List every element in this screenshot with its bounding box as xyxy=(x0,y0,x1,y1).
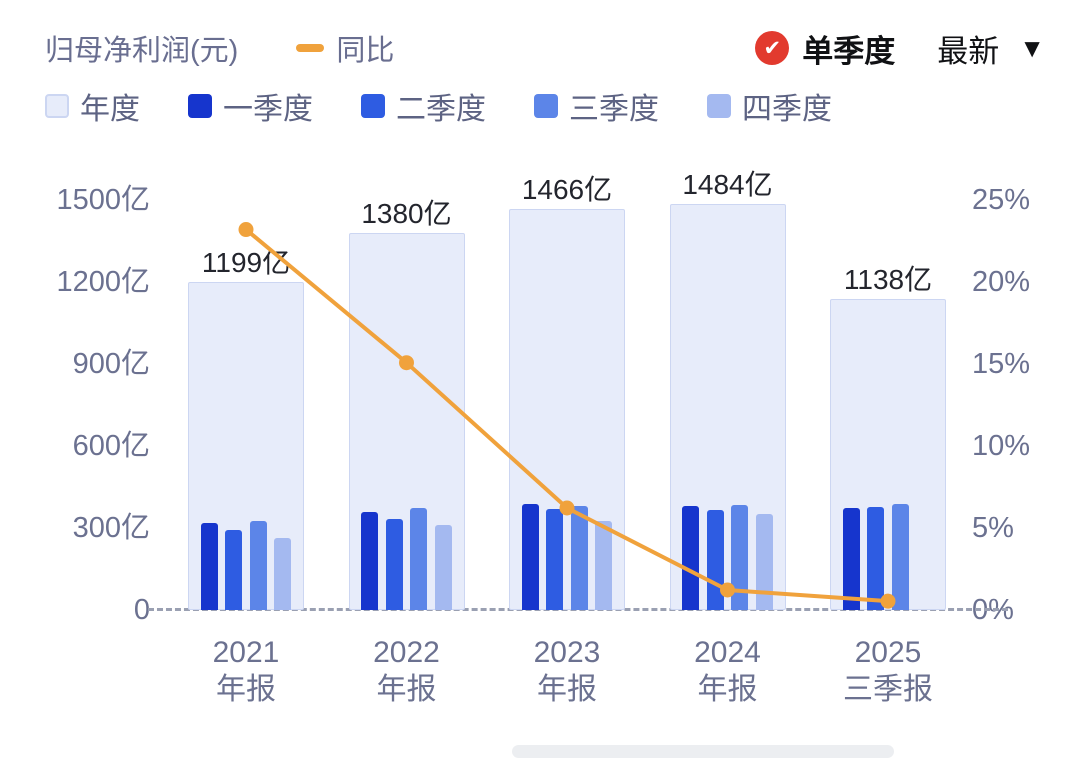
legend-item-q3[interactable]: 三季度 xyxy=(534,84,659,128)
right-axis-tick: 5% xyxy=(972,512,1014,544)
x-axis-label: 2025 三季报 xyxy=(843,636,933,706)
annual-swatch-icon xyxy=(45,94,69,118)
single-quarter-label[interactable]: 单季度 xyxy=(802,33,896,69)
quarter-bar-q1[interactable] xyxy=(361,511,379,610)
series-legend: 年度 一季度 二季度 三季度 四季度 xyxy=(45,84,880,128)
quarter-bar-q3[interactable] xyxy=(249,521,267,610)
yoy-line-legend[interactable]: 同比 xyxy=(296,27,394,69)
legend-label-q2: 二季度 xyxy=(396,93,486,126)
quarter-bar-q3[interactable] xyxy=(410,507,428,610)
quarter-bar-q4[interactable] xyxy=(274,538,292,610)
quarter-bar-q3[interactable] xyxy=(731,505,749,610)
quarter-bar-q2[interactable] xyxy=(225,530,243,610)
x-axis-label: 2021 年报 xyxy=(212,636,280,706)
quarter-bar-q1[interactable] xyxy=(842,508,860,610)
annual-value-label: 1466亿 xyxy=(521,174,613,206)
x-axis-label: 2024 年报 xyxy=(694,636,761,706)
right-axis-tick: 20% xyxy=(972,266,1031,298)
header-row: 归母净利润(元) 同比 ✔ 单季度 最新 ▼ xyxy=(45,26,1045,70)
q1-swatch-icon xyxy=(188,94,212,118)
legend-item-annual[interactable]: 年度 xyxy=(45,84,140,128)
legend-label-q3: 三季度 xyxy=(569,93,659,126)
check-icon: ✔ xyxy=(763,36,782,60)
quarter-bar-q4[interactable] xyxy=(755,513,773,610)
legend-label-annual: 年度 xyxy=(80,93,140,126)
quarter-bar-q3[interactable] xyxy=(891,503,909,610)
right-axis-tick: 10% xyxy=(972,430,1031,462)
quarter-bar-q1[interactable] xyxy=(682,505,700,610)
left-axis-tick: 300亿 xyxy=(72,512,150,544)
annual-value-label: 1380亿 xyxy=(361,197,452,229)
quarter-bar-q1[interactable] xyxy=(200,522,218,610)
legend-item-q4[interactable]: 四季度 xyxy=(707,84,832,128)
legend-item-q2[interactable]: 二季度 xyxy=(361,84,486,128)
q3-swatch-icon xyxy=(534,94,558,118)
annual-value-label: 1484亿 xyxy=(682,169,773,201)
yoy-line-swatch-icon xyxy=(296,44,325,52)
right-axis-tick: 15% xyxy=(972,348,1031,380)
q2-swatch-icon xyxy=(361,94,385,118)
quarter-bar-q4[interactable] xyxy=(434,524,452,610)
annual-value-label: 1199亿 xyxy=(201,247,291,279)
x-axis-label: 2023 年报 xyxy=(533,636,601,706)
chevron-down-icon[interactable]: ▼ xyxy=(1019,32,1045,63)
right-axis-tick: 25% xyxy=(972,184,1031,216)
header-controls: ✔ 单季度 最新 ▼ xyxy=(755,26,1045,71)
legend-item-q1[interactable]: 一季度 xyxy=(188,84,313,128)
quarter-bar-q2[interactable] xyxy=(867,507,885,610)
bottom-scrollbar[interactable] xyxy=(512,745,894,758)
left-axis-tick: 600亿 xyxy=(72,430,150,462)
legend-label-q4: 四季度 xyxy=(742,93,832,126)
quarter-bar-q3[interactable] xyxy=(570,505,588,610)
left-axis-tick: 1500亿 xyxy=(56,184,150,216)
yoy-line-legend-label: 同比 xyxy=(336,35,395,67)
annual-value-label: 1138亿 xyxy=(843,263,933,295)
quarter-bar-q2[interactable] xyxy=(546,509,564,610)
quarter-bar-q4[interactable] xyxy=(595,520,613,610)
latest-period-selector[interactable]: 最新 xyxy=(937,33,1000,69)
quarter-bar-q2[interactable] xyxy=(706,509,724,610)
quarter-bar-q2[interactable] xyxy=(385,518,403,610)
q4-swatch-icon xyxy=(707,94,731,118)
quarter-bar-q1[interactable] xyxy=(521,503,539,610)
left-axis-tick: 1200亿 xyxy=(56,266,150,298)
x-axis-label: 2022 年报 xyxy=(373,636,440,706)
left-axis-tick: 0 xyxy=(133,594,150,626)
left-axis-tick: 900亿 xyxy=(72,348,150,380)
chart-title: 归母净利润(元) xyxy=(45,35,239,67)
single-quarter-checked-toggle[interactable]: ✔ xyxy=(755,31,790,65)
legend-label-q1: 一季度 xyxy=(223,93,313,126)
